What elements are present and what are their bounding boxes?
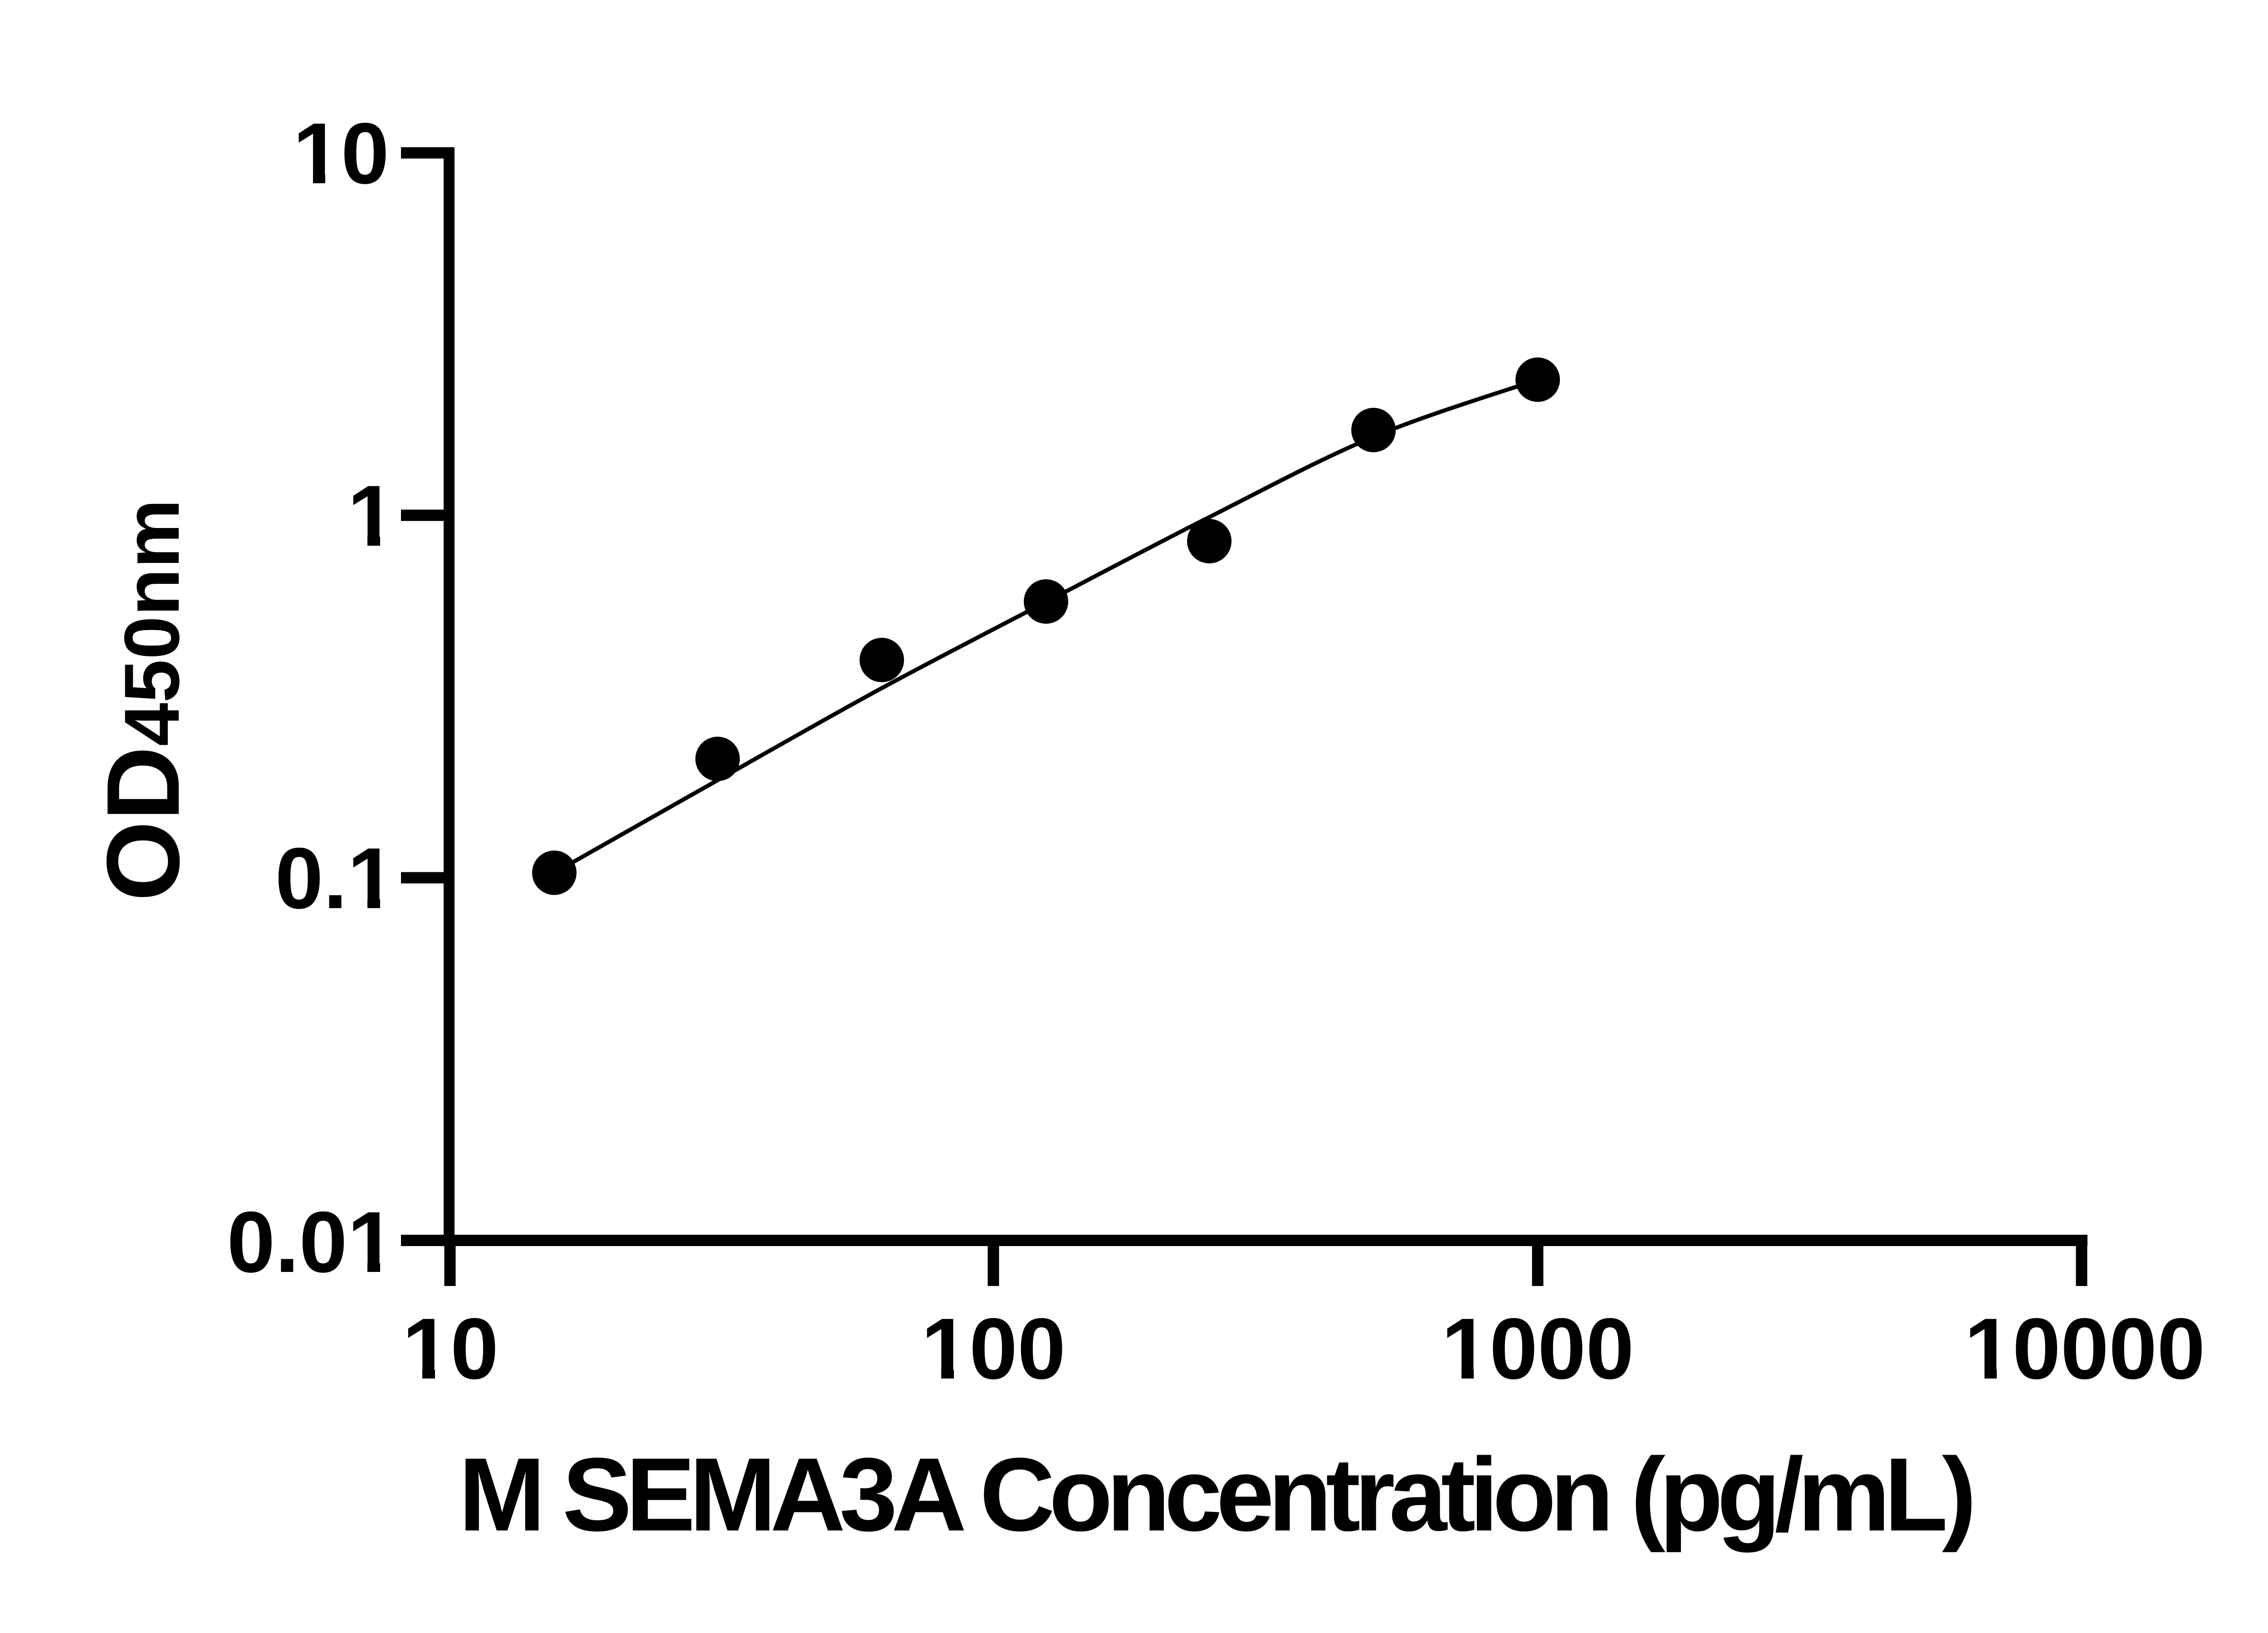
svg-text:0.01: 0.01 xyxy=(227,1194,396,1291)
svg-text:0.1: 0.1 xyxy=(275,830,396,927)
svg-text:10: 10 xyxy=(293,105,389,202)
svg-text:10000: 10000 xyxy=(1964,1301,2205,1397)
svg-text:100: 100 xyxy=(921,1301,1066,1397)
svg-text:OD450nm: OD450nm xyxy=(86,499,201,901)
svg-text:10: 10 xyxy=(402,1301,499,1397)
svg-text:1000: 1000 xyxy=(1442,1301,1634,1397)
svg-text:M SEMA3A Concentration (pg/mL): M SEMA3A Concentration (pg/mL) xyxy=(459,1436,1972,1553)
svg-text:1: 1 xyxy=(347,468,396,564)
